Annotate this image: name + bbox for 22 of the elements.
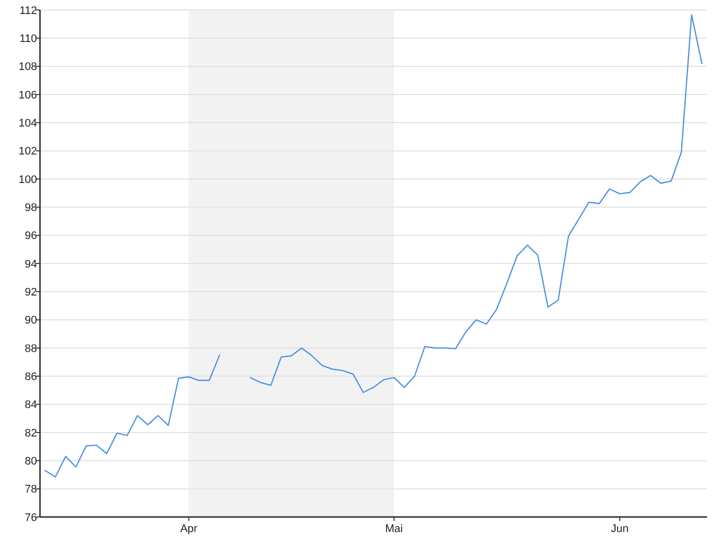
y-tick-label: 90 <box>24 314 37 327</box>
y-tick-label: 102 <box>18 146 37 158</box>
x-tick-label: Mai <box>385 523 403 535</box>
y-tick-label: 80 <box>24 456 37 468</box>
x-tick-label: Apr <box>180 523 198 535</box>
y-tick-label: 104 <box>18 118 37 130</box>
y-tick-label: 84 <box>24 399 37 412</box>
y-tick-label: 82 <box>24 427 37 440</box>
y-tick-label: 108 <box>18 61 37 74</box>
y-tick-label: 100 <box>18 174 37 186</box>
y-tick-label: 88 <box>24 342 37 355</box>
y-tick-label: 92 <box>24 286 37 299</box>
y-tick-label: 78 <box>24 484 37 496</box>
y-tick-label: 94 <box>24 258 37 270</box>
y-tick-label: 106 <box>18 89 37 102</box>
x-tick-label: Jun <box>610 523 629 535</box>
y-tick-label: 98 <box>24 202 37 214</box>
y-tick-label: 76 <box>24 512 37 524</box>
y-tick-label: 110 <box>19 33 37 46</box>
y-tick-label: 112 <box>19 4 37 17</box>
y-tick-label: 96 <box>24 230 37 242</box>
y-tick-label: 86 <box>24 371 37 384</box>
